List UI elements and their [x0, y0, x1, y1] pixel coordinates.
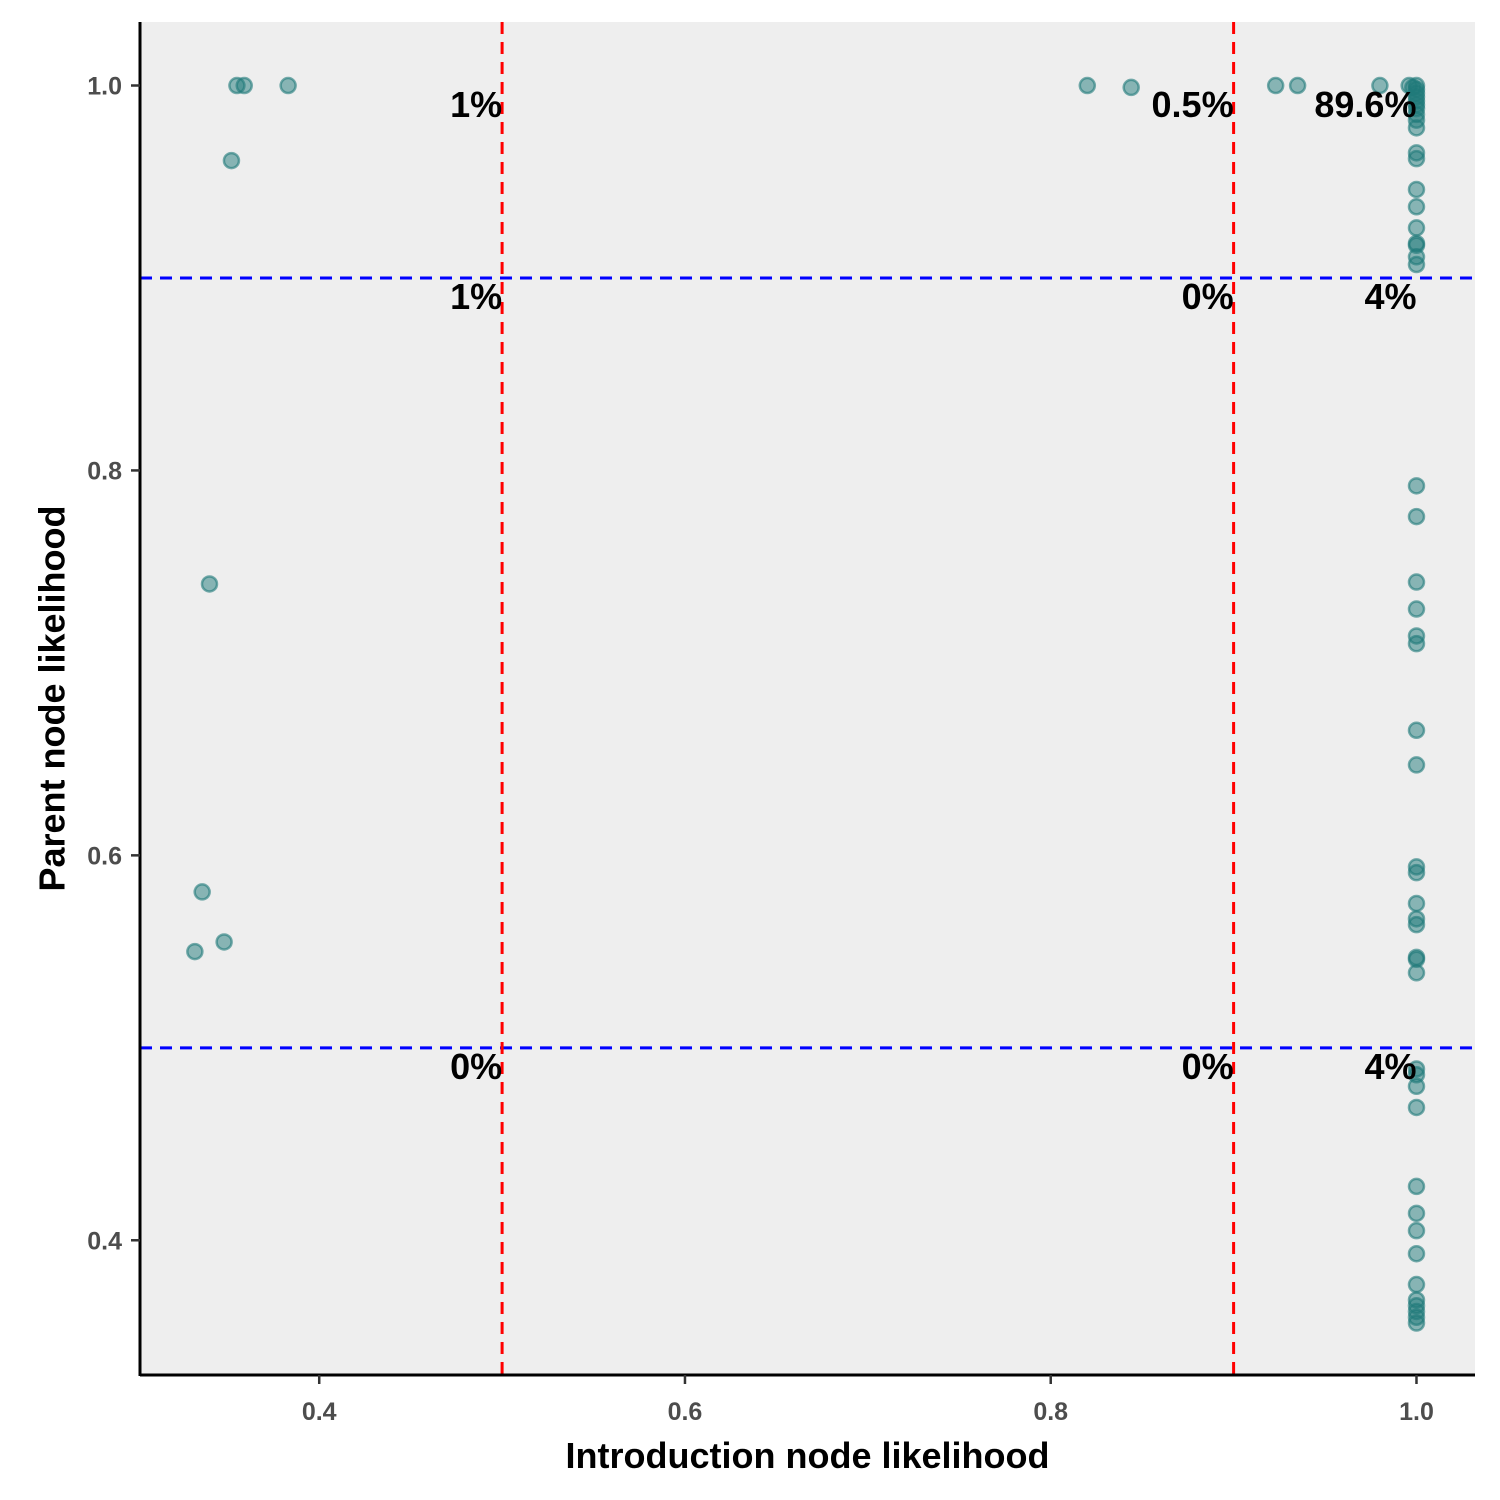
x-tick-label-1: 0.6	[668, 1398, 703, 1426]
data-point-3	[222, 151, 241, 170]
plot-panel	[140, 22, 1475, 1375]
data-point-7	[186, 942, 204, 961]
x-tick-label-3: 1.0	[1399, 1398, 1434, 1426]
y-tick-label-2: 0.8	[87, 457, 122, 485]
data-point-26	[1407, 149, 1426, 168]
data-point-41	[1407, 756, 1426, 774]
data-point-55	[1407, 1204, 1426, 1223]
y-tick-label-0: 0.4	[87, 1227, 122, 1255]
data-point-4	[200, 575, 219, 593]
quadrant-label-0: 1%	[450, 84, 502, 125]
data-point-11	[1288, 76, 1307, 95]
quadrant-label-5: 4%	[1364, 276, 1416, 317]
quadrant-percent-labels: 1% 0.5% 89.6% 1% 0% 4% 0% 0% 4%	[450, 84, 1416, 1087]
data-point-10	[1266, 76, 1285, 95]
data-point-39	[1407, 634, 1426, 653]
data-point-57	[1407, 1244, 1426, 1263]
data-point-1	[235, 76, 253, 95]
data-point-46	[1407, 915, 1426, 934]
x-axis-ticks: 0.4 0.6 0.8 1.0	[302, 1375, 1434, 1426]
data-point-52	[1407, 1077, 1426, 1096]
data-point-49	[1407, 964, 1426, 982]
quadrant-label-1: 0.5%	[1152, 84, 1234, 125]
data-point-6	[215, 933, 233, 951]
quadrant-label-4: 0%	[1182, 276, 1234, 317]
y-axis-title: Parent node likelihood	[32, 505, 73, 891]
quadrant-label-8: 4%	[1364, 1046, 1416, 1087]
data-point-12	[1371, 76, 1389, 95]
x-tick-label-0: 0.4	[302, 1398, 337, 1426]
quadrant-label-7: 0%	[1182, 1046, 1234, 1087]
y-tick-label-1: 0.6	[87, 842, 122, 870]
data-point-56	[1407, 1221, 1426, 1240]
data-point-37	[1407, 600, 1426, 618]
data-point-43	[1407, 863, 1426, 882]
data-point-8	[1078, 76, 1097, 95]
data-point-58	[1407, 1275, 1426, 1294]
data-points	[186, 76, 1426, 1332]
quadrant-label-3: 1%	[450, 276, 502, 317]
data-point-53	[1407, 1098, 1426, 1117]
data-point-44	[1407, 894, 1426, 913]
data-point-34	[1407, 477, 1426, 495]
vertical-threshold-lines	[500, 22, 1236, 1375]
data-point-33	[1407, 255, 1426, 274]
data-point-5	[193, 883, 211, 901]
y-tick-label-3: 1.0	[87, 73, 122, 101]
data-point-2	[279, 76, 297, 95]
data-point-29	[1407, 219, 1426, 237]
data-point-35	[1407, 507, 1426, 526]
x-axis-title: Introduction node likelihood	[566, 1435, 1050, 1476]
data-point-27	[1407, 180, 1426, 199]
quadrant-label-6: 0%	[450, 1046, 502, 1087]
x-tick-label-2: 0.8	[1033, 1398, 1068, 1426]
data-point-63	[1407, 1314, 1426, 1332]
data-point-24	[1407, 119, 1426, 137]
y-axis-ticks: 0.4 0.6 0.8 1.0	[87, 73, 140, 1255]
data-point-9	[1122, 78, 1140, 97]
quadrant-label-2: 89.6%	[1314, 84, 1416, 125]
data-point-36	[1407, 573, 1426, 591]
data-point-28	[1407, 198, 1426, 216]
data-point-40	[1407, 721, 1426, 740]
data-point-54	[1407, 1177, 1426, 1196]
horizontal-threshold-lines	[140, 276, 1475, 1050]
